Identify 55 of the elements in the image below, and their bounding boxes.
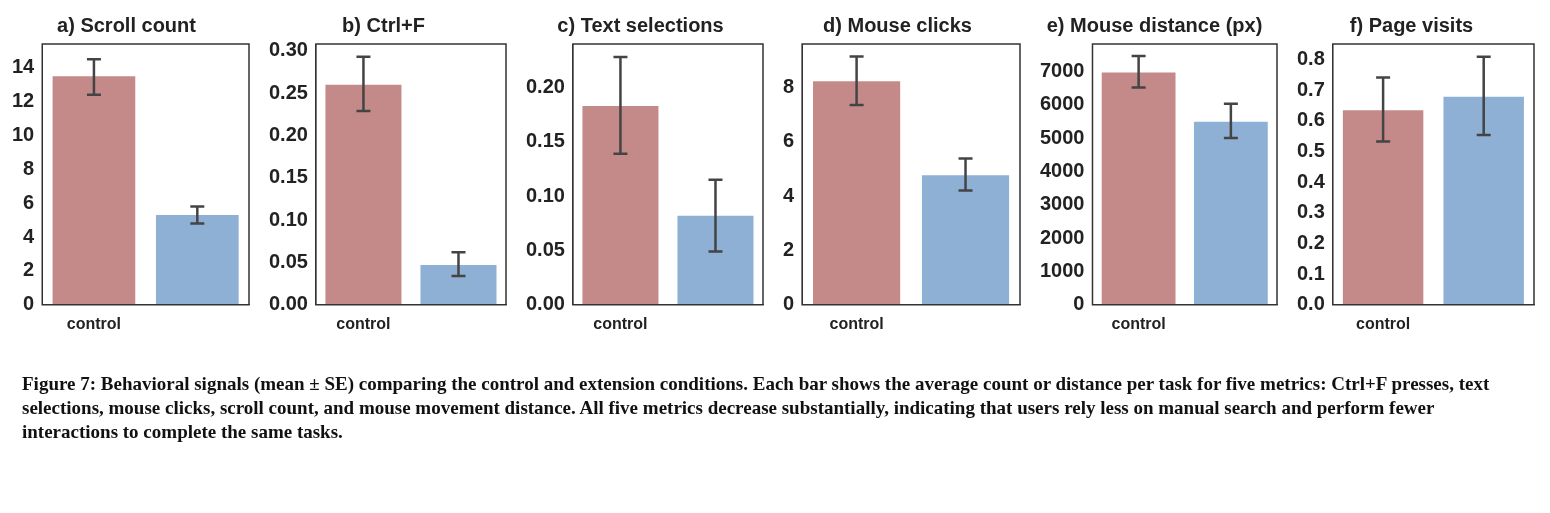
y-tick-label: 3000 — [1039, 192, 1085, 215]
chart-title: e) Mouse distance (px) — [1046, 13, 1263, 36]
y-tick-label: 0.25 — [268, 80, 308, 103]
x-tick-label: control — [1355, 314, 1411, 332]
y-tick-label: 0.10 — [525, 183, 565, 206]
y-tick-label: 5000 — [1039, 125, 1085, 148]
y-tick-label: 0.0 — [1296, 292, 1325, 315]
y-tick-label: 0.05 — [525, 237, 565, 260]
x-tick-label: control — [829, 314, 884, 332]
y-tick-label: 2 — [783, 237, 795, 260]
y-tick-label: 0.20 — [525, 74, 565, 97]
y-tick-label: 0 — [23, 292, 35, 315]
x-tick-label: control — [66, 314, 122, 332]
y-tick-label: 0.3 — [1296, 200, 1325, 223]
y-tick-label: 0.00 — [268, 292, 308, 315]
y-tick-label: 0.7 — [1296, 77, 1325, 100]
y-tick-label: 0.15 — [525, 129, 565, 152]
y-tick-label: 6000 — [1039, 92, 1085, 115]
x-tick-label: control — [1111, 314, 1166, 332]
y-tick-label: 0.30 — [268, 38, 308, 61]
y-tick-label: 0.00 — [525, 292, 565, 315]
x-tick-label: control — [336, 314, 391, 332]
y-tick-label: 4 — [783, 183, 795, 206]
y-tick-label: 0 — [783, 292, 795, 315]
y-tick-label: 0.2 — [1296, 231, 1325, 254]
y-tick-label: 0.5 — [1296, 139, 1325, 162]
caption: Figure 7: Behavioral signals (mean ± SE) comparing the control and extension conditions. Each bar shows the average count or distance per task for five metrics: Ctrl+F presses, text selections, mouse clicks, scroll count, and mouse movement distance. All five metrics decrease substantially, indicating that users rely less on manual search and perform fewer interactions to complete the same tasks. — [22, 372, 1491, 444]
chart-title: c) Text selections — [557, 13, 724, 36]
y-tick-label: 0.15 — [268, 165, 308, 188]
y-tick-label: 0.20 — [268, 122, 308, 145]
y-tick-label: 0.8 — [1296, 47, 1325, 70]
y-tick-label: 8 — [783, 74, 795, 97]
x-tick-label: control — [593, 314, 648, 332]
chart-title: f) Page visits — [1349, 13, 1474, 36]
chart-title: a) Scroll count — [57, 13, 197, 36]
y-tick-label: 0.05 — [268, 249, 308, 272]
y-tick-label: 7000 — [1039, 58, 1085, 81]
y-tick-label: 1000 — [1039, 258, 1085, 281]
y-tick-label: 14 — [12, 55, 36, 78]
y-tick-label: 4 — [23, 224, 36, 247]
y-tick-label: 10 — [12, 122, 35, 145]
y-tick-label: 2 — [23, 258, 35, 281]
y-tick-label: 6 — [783, 129, 795, 152]
y-tick-label: 0.10 — [268, 207, 308, 230]
y-tick-label: 0 — [1073, 292, 1085, 315]
y-tick-label: 0.4 — [1296, 169, 1326, 192]
y-tick-label: 8 — [23, 156, 35, 179]
chart-title: d) Mouse clicks — [823, 13, 972, 36]
chart-title: b) Ctrl+F — [342, 13, 425, 36]
y-tick-label: 0.6 — [1296, 108, 1325, 131]
y-tick-label: 6 — [23, 190, 35, 213]
y-tick-label: 4000 — [1039, 158, 1085, 181]
y-tick-label: 2000 — [1039, 225, 1085, 248]
y-tick-label: 12 — [12, 89, 35, 112]
y-tick-label: 0.1 — [1296, 261, 1325, 284]
